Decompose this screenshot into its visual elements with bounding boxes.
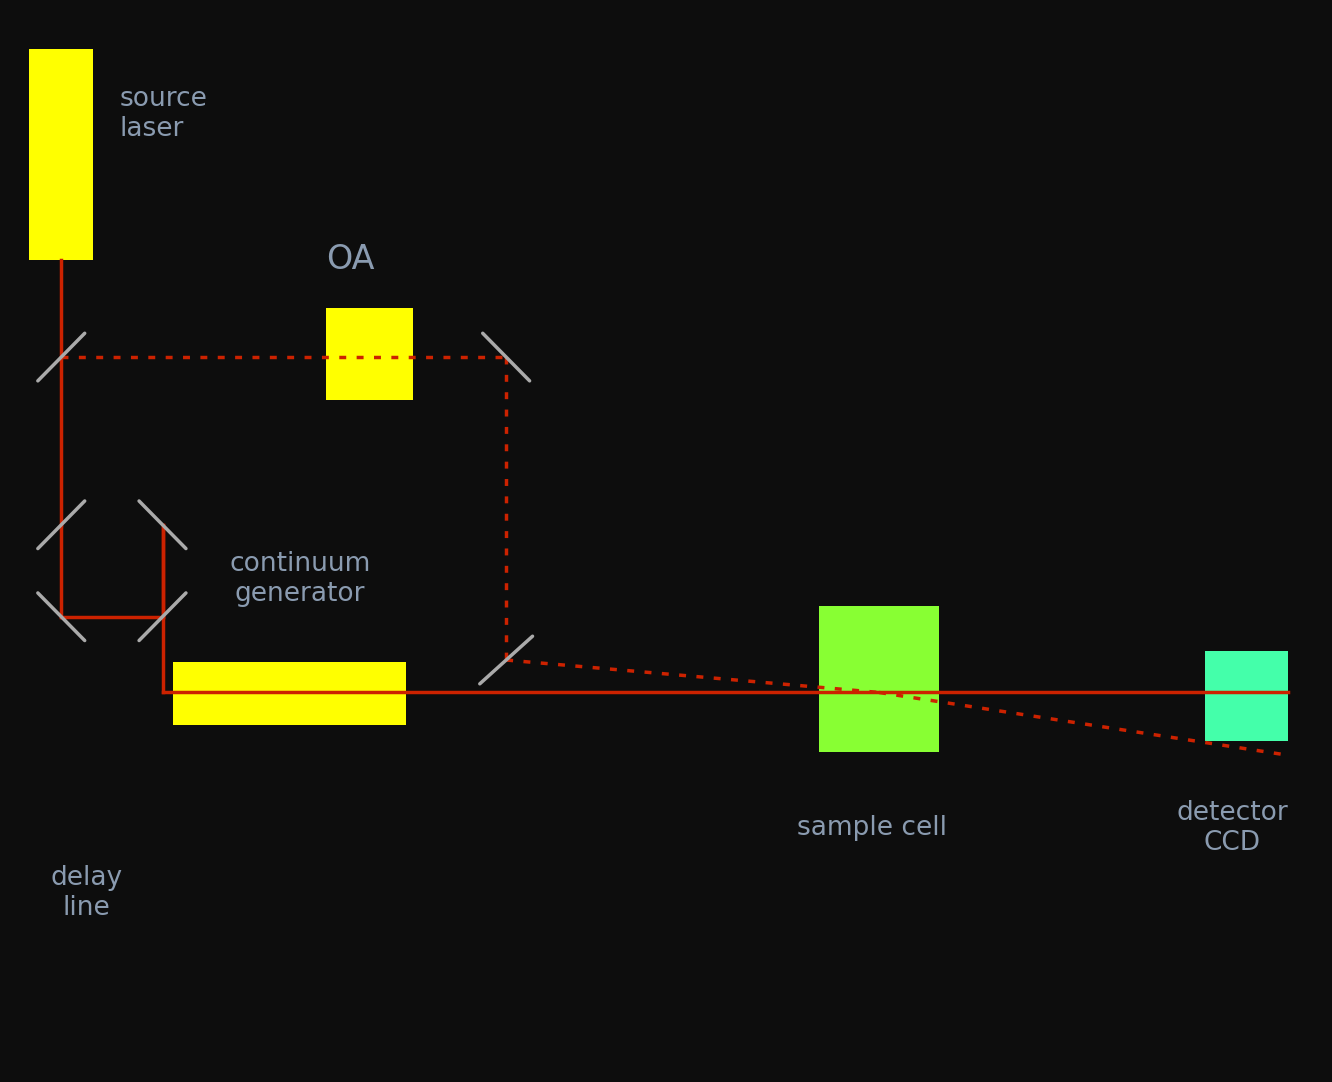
Text: sample cell: sample cell	[798, 815, 947, 841]
Text: delay
line: delay line	[51, 865, 123, 921]
Text: OA: OA	[326, 243, 374, 276]
Bar	[173, 662, 406, 725]
Bar	[326, 308, 413, 400]
Text: continuum
generator: continuum generator	[229, 551, 370, 607]
Text: source
laser: source laser	[120, 85, 208, 142]
Bar	[819, 606, 939, 752]
Bar	[29, 49, 93, 260]
Text: detector
CCD: detector CCD	[1176, 800, 1288, 856]
Bar	[1205, 651, 1288, 741]
